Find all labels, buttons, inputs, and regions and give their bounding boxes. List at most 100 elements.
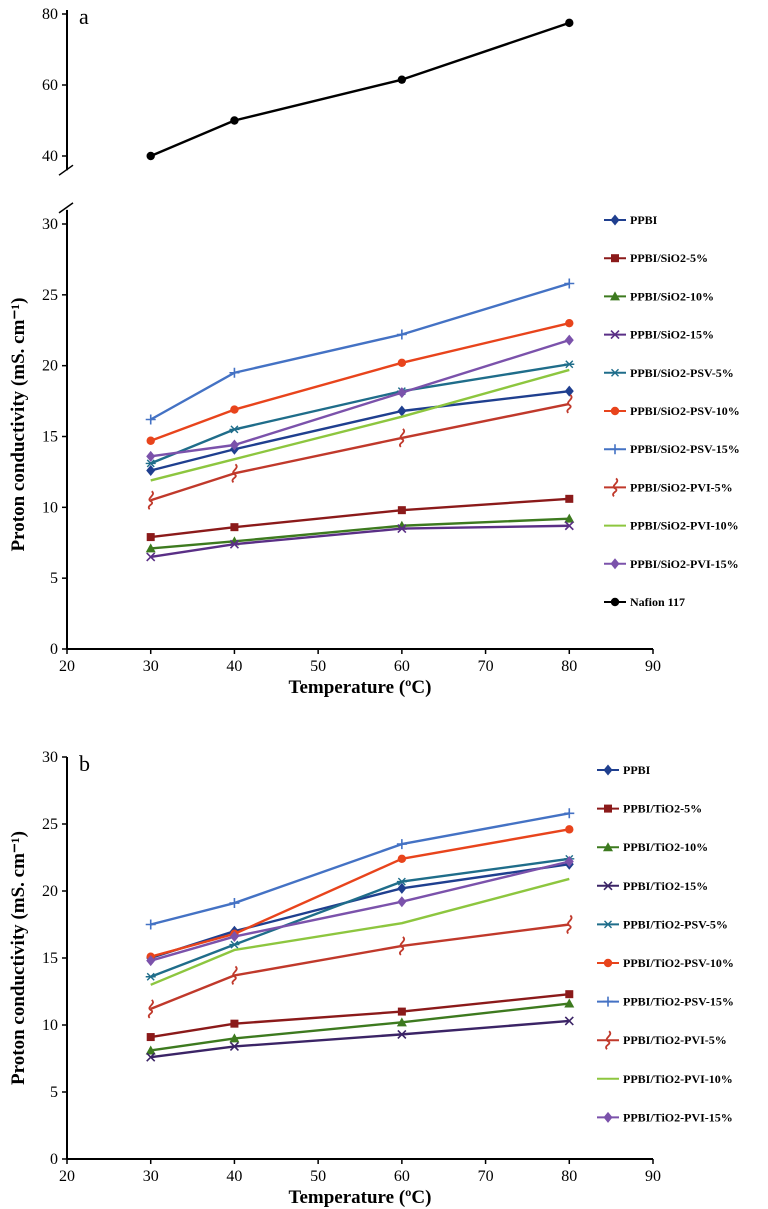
panel-a-legend-label: PPBI/SiO2-5% (630, 251, 708, 265)
panel-b-x-tick-label: 30 (143, 1168, 159, 1185)
panel-a-legend-label: Nafion 117 (630, 595, 685, 609)
panel-b-series-ppbi-tio2-15-line (150, 1019, 570, 1059)
panel-a-legend-swatch-marker (612, 477, 619, 498)
panel-a-series-ppbi-sio2-pvi-5-line (150, 402, 570, 502)
panel-a-x-tick-label: 60 (394, 658, 410, 675)
panel-a-series-ppbi-sio2-psv-15-point (145, 414, 156, 425)
panel-a-series-ppbi-sio2-10-point (145, 543, 156, 553)
panel-a-series-ppbi-sio2-psv-15-line (150, 282, 570, 421)
panel-b-series-ppbi-tio2-psv-10-line (150, 828, 570, 958)
panel-a-series-nafion-117 (146, 18, 574, 161)
panel-b-legend-item: PPBI/TiO2-PSV-10% (597, 956, 734, 970)
panel-b-series-ppbi-tio2-psv-5-point (145, 972, 156, 981)
panel-a-series-ppbi-sio2-psv-10 (146, 318, 574, 445)
panel-a-y-tick-label: 80 (42, 6, 58, 23)
panel-a-legend-label: PPBI/SiO2-PVI-10% (630, 519, 739, 533)
panel-a-series-nafion-117-line (150, 21, 570, 158)
panel-a-series-nafion-117-point (230, 116, 239, 125)
panel-b-series-ppbi-tio2-10-point (396, 1017, 407, 1027)
panel-b-legend-swatch-marker (605, 1030, 612, 1050)
panel-b-x-tick-label: 90 (645, 1168, 661, 1185)
panel-b-series-ppbi-tio2-psv-15-point (396, 839, 407, 850)
panel-a-y-tick-label: 5 (50, 570, 58, 587)
panel-a-series-nafion-117-point (146, 151, 155, 161)
panel-a-series-ppbi-point (146, 465, 156, 476)
panel-b-series-ppbi-tio2-10-point (229, 1033, 240, 1043)
panel-b-legend-swatch-marker (603, 764, 613, 776)
panel-b-series-ppbi-tio2-pvi-5-point (147, 999, 154, 1019)
panel-b-legend-swatch-marker (603, 842, 613, 852)
panel-a-series-ppbi-sio2-psv-15-point (229, 367, 240, 378)
panel-a-series-ppbi-sio2-psv-5-point (145, 459, 156, 468)
panel-a-legend-item: PPBI/SiO2-PSV-10% (604, 404, 740, 418)
panel-a-chart: 20 30 40 50 60 70 80 90 0 5 10 15 20 25 30 40 60 80 Temper… (8, 4, 740, 698)
panel-b-legend-swatch-marker (603, 996, 613, 1007)
panel-a-series-ppbi-sio2-psv-10-point (146, 436, 155, 445)
panel-b-series-ppbi-tio2-pvi-5-point (231, 965, 238, 986)
panel-b-legend-item: PPBI/TiO2-5% (597, 802, 702, 816)
panel-b-legend-label: PPBI/TiO2-PVI-15% (623, 1110, 733, 1124)
panel-b-series-ppbi-tio2-5-point (565, 990, 574, 999)
panel-b-legend-item: PPBI/TiO2-PSV-5% (597, 917, 728, 931)
panel-a-x-tick-label: 90 (645, 658, 661, 675)
panel-a-axis-break-mark (58, 202, 74, 214)
panel-b-series-ppbi-tio2-psv-15-point (145, 919, 156, 930)
panel-a-legend-label: PPBI/SiO2-PVI-15% (630, 557, 739, 571)
panel-b-series-ppbi-tio2-psv-10 (146, 825, 574, 961)
panel-a-series-ppbi-sio2-5-line (150, 497, 570, 539)
panel-b-series-ppbi-tio2-psv-5-point (229, 940, 240, 949)
panel-b-series-ppbi-tio2-5 (146, 990, 574, 1042)
panel-a-series-ppbi-sio2-psv-15 (145, 278, 575, 425)
panel-b-legend-label: PPBI/TiO2-PVI-5% (623, 1033, 727, 1047)
panel-b-series-ppbi-tio2-15-point (229, 1041, 239, 1052)
panel-a-series-ppbi-sio2-15-point (397, 524, 407, 534)
panel-a-series-ppbi-sio2-15-point (146, 552, 156, 562)
panel-b-legend-swatch-marker (603, 1111, 613, 1123)
panel-a-series-ppbi-sio2-pvi-5-point (231, 463, 238, 483)
panel-a-legend-label: PPBI/SiO2-PSV-15% (630, 442, 740, 456)
panel-b-y-tick-label: 5 (50, 1084, 58, 1101)
panel-a-legend-label: PPBI/SiO2-PSV-10% (630, 404, 740, 418)
panel-b-legend-label: PPBI/TiO2-PSV-5% (623, 917, 728, 931)
panel-a-series-ppbi-sio2-5-point (146, 533, 155, 542)
panel-b-legend-item: PPBI/TiO2-PSV-15% (597, 995, 734, 1009)
panel-b-series-ppbi-tio2-psv-10-point (397, 854, 407, 864)
panel-a-series-ppbi-sio2-10-point (564, 513, 575, 523)
panel-b-y-tick-label: 25 (42, 816, 58, 833)
panel-b-series-ppbi-tio2-5-point (146, 1033, 155, 1042)
panel-a-legend-label: PPBI (630, 213, 658, 227)
panel-a-y-tick-label: 10 (42, 499, 58, 516)
panel-a-series-ppbi-sio2-15-point (229, 539, 239, 549)
panel-b-series-ppbi-tio2-pvi-5-line (150, 923, 570, 1011)
panel-a-x-tick-label: 40 (226, 658, 242, 675)
panel-a-y-tick-label: 15 (42, 429, 58, 446)
panel-a-y-tick-label: 25 (42, 287, 58, 304)
panel-a-series-ppbi-sio2-pvi-5-point (147, 490, 154, 510)
panel-b-y-tick-label: 15 (42, 950, 58, 967)
panel-a-series-ppbi-sio2-psv-5-point (229, 425, 240, 434)
panel-b-series-ppbi-tio2-pvi-15-point (146, 955, 156, 967)
panel-a-series-ppbi-sio2-psv-10-line (150, 321, 570, 442)
panel-a-y-tick-label: 60 (42, 77, 58, 94)
panel-b-x-tick-label: 60 (394, 1168, 410, 1185)
panel-a-series-ppbi-sio2-5-point (565, 494, 574, 503)
panel-a-legend-swatch-marker (610, 330, 620, 340)
panel-a-series-ppbi-sio2-psv-5 (145, 360, 575, 468)
panel-a-legend-swatch-marker (611, 254, 619, 263)
panel-a-x-tick-label: 80 (561, 658, 577, 675)
panel-a-series-ppbi-point (397, 405, 407, 417)
panel-a-series-ppbi-sio2-10-line (150, 517, 570, 550)
panel-b-y-tick-label: 10 (42, 1017, 58, 1034)
panel-b-legend-swatch-marker (604, 804, 612, 813)
panel-b-series-ppbi-tio2-pvi-15 (146, 856, 574, 967)
panel-b-legend-item: PPBI (597, 763, 651, 777)
panel-b-series-ppbi-point (397, 882, 407, 894)
panel-a-legend-label: PPBI/SiO2-15% (630, 328, 714, 342)
panel-a-y-tick-label: 40 (42, 148, 58, 165)
panel-a-y-axis-title: Proton conductivity (mS. cm⁻¹) (8, 298, 29, 552)
panel-a-series-ppbi (146, 385, 574, 476)
panel-a-legend-item: PPBI/SiO2-PVI-5% (604, 477, 733, 498)
panel-b-series-ppbi-tio2-pvi-15-point (397, 896, 407, 908)
panel-b-series-ppbi-tio2-15 (146, 1016, 574, 1062)
